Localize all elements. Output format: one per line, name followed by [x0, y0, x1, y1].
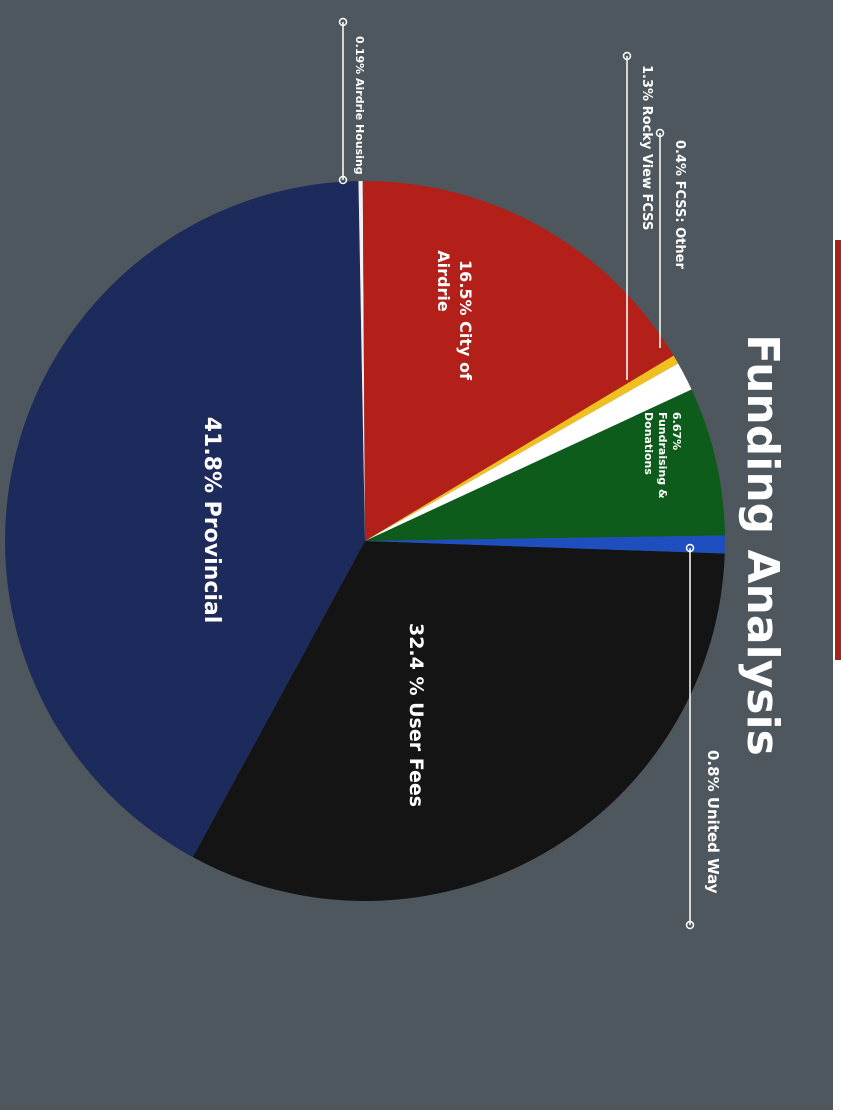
callout-dot-rocky-view: [622, 51, 632, 61]
label-fundraising-line1: 6.67%: [670, 412, 683, 450]
pie-slice-fundraising-donations: [365, 389, 725, 541]
label-city-of-airdrie-line2: Airdrie: [434, 250, 453, 312]
label-city-of-airdrie-line1: 16.5% City of: [456, 260, 475, 381]
callout-dot-airdrie-housing: [338, 17, 348, 27]
label-fcss-other: 0.4% FCSS: Other: [672, 140, 687, 269]
label-fundraising-line2: Fundraising &: [656, 412, 669, 499]
label-user-fees: 32.4 % User Fees: [405, 623, 427, 807]
pie-slice-united-way: [365, 535, 726, 554]
label-airdrie-housing: 0.19% Airdrie Housing: [353, 36, 366, 175]
callout-dot-united-way: [685, 543, 695, 553]
pie-slice-user-fees: [192, 541, 725, 901]
label-united-way: 0.8% United Way: [704, 750, 722, 894]
pie-slice-city-of-airdrie: [362, 181, 674, 542]
callout-dot-united-way-end: [685, 920, 695, 930]
pie-slice-rocky-view-fcss: [365, 363, 692, 541]
callout-dot-fcss-other: [655, 128, 665, 138]
label-provincial: 41.8% Provincial: [199, 417, 224, 624]
pie-slice-airdrie-housing: [358, 181, 365, 541]
callout-dot-airdrie-housing-end: [338, 175, 348, 185]
label-rocky-view-fcss: 1.3% Rocky View FCSS: [639, 65, 654, 230]
accent-strip: [835, 240, 841, 660]
pie-slice-fcss-other: [365, 355, 679, 541]
pie-slice-provincial: [5, 181, 365, 858]
chart-title: Funding Analysis: [737, 334, 788, 756]
label-fundraising-line3: Donations: [642, 412, 655, 475]
pie-slices: [5, 181, 726, 901]
